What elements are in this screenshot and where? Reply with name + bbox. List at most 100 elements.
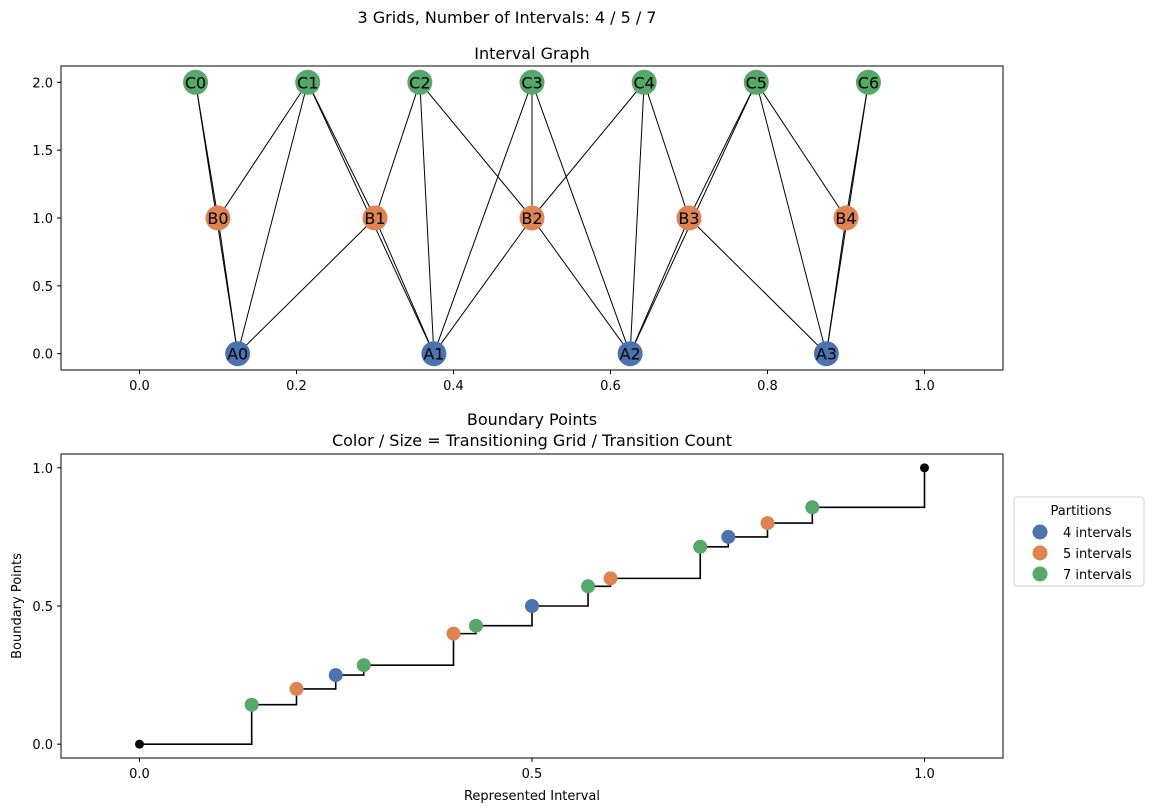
graph-node-label: B0 [207,209,228,228]
graph-node-label: B4 [835,209,856,228]
boundary-point [721,529,736,544]
graph-node [676,205,702,231]
graph-node [421,341,447,367]
graph-node [617,341,643,367]
legend-label: 4 intervals [1063,526,1132,541]
graph-edge [531,82,631,354]
boundary-point [446,626,461,641]
graph-node [855,69,881,95]
y-tick-label: 0.5 [32,280,53,295]
graph-node-label: C1 [297,73,318,92]
graph-node-label: A1 [423,345,444,364]
x-tick-label: 0.6 [600,379,621,394]
graph-node-label: A2 [620,345,641,364]
y-tick-label: 2.0 [32,76,53,91]
boundary-points-title: Boundary Points [467,410,597,429]
graph-node-label: B2 [521,209,542,228]
graph-edge [531,81,645,219]
graph-node [743,69,769,95]
x-tick-label: 1.0 [914,379,935,394]
x-tick-label: 0.4 [443,379,464,394]
x-tick-label: 0.2 [286,379,307,394]
graph-node [183,69,209,95]
endpoint-marker [135,739,144,749]
x-tick-label: 1.0 [914,767,935,782]
graph-edge [217,82,309,219]
graph-edge [374,82,421,219]
graph-node [407,69,433,95]
boundary-point [328,668,343,683]
x-tick-label: 0.5 [522,767,543,782]
graph-edge [374,217,435,354]
graph-edge [433,217,533,355]
graph-edge [531,217,631,355]
boundary-point [693,539,708,554]
graph-node-label: C0 [185,73,206,92]
graph-edge [755,82,847,219]
legend-items: 4 intervals 5 intervals 7 intervals [1032,524,1132,583]
y-tick-label: 0.0 [32,738,53,753]
interval-graph-y-axis: 0.0 0.5 1.0 1.5 2.0 [32,76,61,363]
boundary-point [244,697,259,712]
interval-graph-title: Interval Graph [474,44,589,63]
legend-label: 7 intervals [1063,568,1132,583]
figure-suptitle: 3 Grids, Number of Intervals: 4 / 5 / 7 [358,8,657,27]
boundary-points-chart: Boundary Points Color / Size = Transitio… [10,410,1145,804]
graph-edge [237,82,309,354]
graph-node [519,205,545,231]
graph-node-label: C5 [746,73,767,92]
graph-edge [433,82,533,354]
graph-node-label: C4 [633,73,654,92]
x-tick-label: 0.0 [129,379,150,394]
graph-node [519,69,545,95]
boundary-point [356,658,371,673]
graph-node-label: A3 [816,345,837,364]
y-tick-label: 0.5 [32,600,53,615]
interval-graph-nodes: A0 A1 A2 A3 B0 B1 B2 B3 B4 C0 C1 C2 C3 C4 C5 C6 [183,69,881,367]
legend-marker [1032,524,1048,540]
boundary-points [244,500,820,712]
boundary-point [468,618,483,633]
boundary-points-x-axis: 0.0 0.5 1.0 [129,758,935,782]
boundary-point [289,681,304,696]
y-tick-label: 1.0 [32,212,53,227]
graph-node [813,341,839,367]
graph-edge [419,81,533,219]
legend-box [1013,496,1145,587]
y-tick-label: 1.5 [32,144,53,159]
graph-node-label: B1 [364,209,385,228]
graph-edge [307,82,376,219]
graph-edge [217,217,239,354]
endpoint-marker [920,463,929,473]
graph-edge [643,82,690,219]
y-tick-label: 0.0 [32,348,53,363]
legend-title: Partitions [1051,504,1112,519]
graph-edge [629,82,645,354]
x-tick-label: 0.8 [757,379,778,394]
x-tick-label: 0.0 [129,767,150,782]
y-axis-label: Boundary Points [10,553,25,659]
graph-edge [419,82,435,354]
graph-edge [755,82,827,354]
interval-graph-chart: Interval Graph A0 A1 A2 A3 B0 B1 B2 B3 B4 C0 C1 C2 C… [32,44,1004,394]
graph-node-label: C3 [521,73,542,92]
x-axis-label: Represented Interval [464,789,600,804]
graph-edge [688,82,757,219]
graph-node-label: B3 [678,209,699,228]
graph-edge [825,217,847,354]
graph-node [631,69,657,95]
boundary-points-subtitle: Color / Size = Transitioning Grid / Tran… [332,431,732,450]
graph-node [362,205,388,231]
graph-node-label: A0 [227,345,248,364]
graph-edge [629,217,690,354]
interval-graph-x-axis: 0.0 0.2 0.4 0.6 0.8 1.0 [129,370,935,394]
boundary-point [581,579,596,594]
graph-node [295,69,321,95]
legend-marker [1032,566,1048,582]
graph-node [225,341,251,367]
boundary-point [603,571,618,586]
legend: Partitions 4 intervals 5 intervals 7 inter… [1013,496,1145,587]
graph-node-label: C6 [858,73,879,92]
graph-edge [237,217,376,355]
